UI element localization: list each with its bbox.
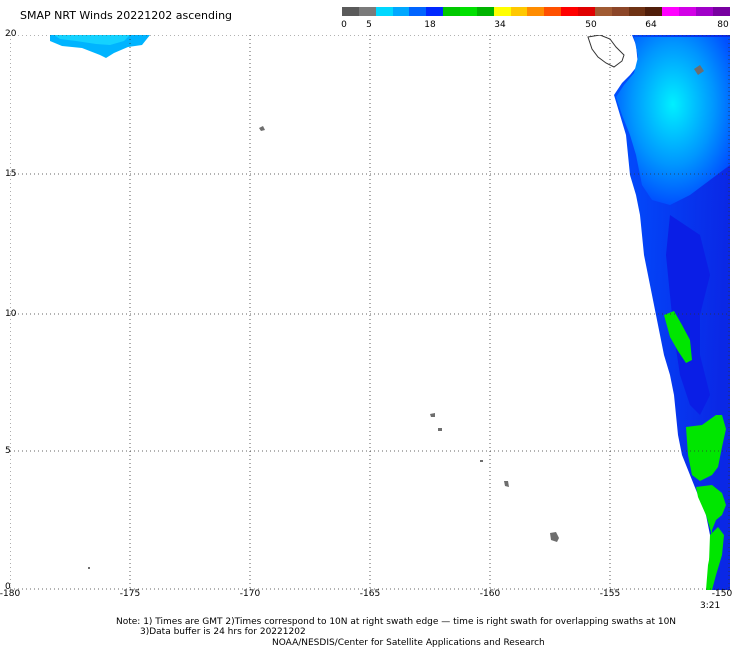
island-1 (259, 126, 265, 131)
graticule (10, 35, 730, 590)
colorbar-segment (645, 7, 663, 16)
wind-speed-colorbar (342, 7, 730, 16)
lat-label-5: 5 (5, 446, 11, 456)
colorbar-tick-80: 80 (717, 20, 729, 30)
map-title: SMAP NRT Winds 20221202 ascending (20, 9, 233, 22)
note-line-3: NOAA/NESDIS/Center for Satellite Applica… (272, 638, 545, 648)
colorbar-tick-34: 34 (494, 20, 506, 30)
colorbar-segment (392, 7, 410, 16)
colorbar-segment (628, 7, 646, 16)
lon-label-165: -165 (359, 589, 381, 599)
swath-time: 3:21 (700, 601, 721, 611)
wind-green-patch-2 (686, 415, 726, 481)
lon-label-180: -180 (0, 589, 21, 599)
lon-label-175: -175 (119, 589, 141, 599)
lon-label-155: -155 (599, 589, 621, 599)
colorbar-segment (493, 7, 511, 16)
colorbar-tick-5: 5 (366, 20, 372, 30)
colorbar-segment (679, 7, 697, 16)
colorbar-segment (358, 7, 376, 16)
note-line-1: Note: 1) Times are GMT 2)Times correspon… (116, 617, 677, 627)
wind-swath-east-dark-band (666, 215, 710, 415)
lon-label-170: -170 (239, 589, 261, 599)
colorbar-segment (426, 7, 444, 16)
colorbar-tick-18: 18 (424, 20, 436, 30)
wind-swath-east-cyan (616, 37, 730, 205)
colorbar-tick-0: 0 (341, 20, 347, 30)
colorbar-segment (578, 7, 595, 16)
colorbar-tick-64: 64 (645, 20, 657, 30)
colorbar-segment (476, 7, 494, 16)
island-3 (438, 428, 442, 431)
colorbar-segment (611, 7, 629, 16)
island-2 (430, 413, 435, 417)
colorbar-segment (594, 7, 612, 16)
island-6 (550, 532, 559, 542)
island-4 (480, 460, 483, 462)
colorbar-segment (544, 7, 562, 16)
wind-green-patch-1 (664, 311, 692, 363)
colorbar-tick-50: 50 (585, 20, 597, 30)
lat-label-0: 0 (5, 582, 11, 592)
colorbar-segment (409, 7, 427, 16)
wind-green-patch-4 (708, 527, 724, 590)
lon-label-150: -150 (711, 589, 733, 599)
lat-label-10: 10 (5, 309, 17, 319)
colorbar-segment (375, 7, 393, 16)
lat-label-15: 15 (5, 169, 17, 179)
colorbar-segment (712, 7, 730, 16)
lon-label-160: -160 (479, 589, 501, 599)
note-line-2: 3)Data buffer is 24 hrs for 20221202 (140, 627, 306, 637)
colorbar-segment (510, 7, 528, 16)
colorbar-segment (662, 7, 680, 16)
island-5 (504, 481, 509, 487)
land-dot-1 (694, 65, 704, 75)
colorbar-segment (460, 7, 477, 16)
wind-swath-northwest-light (54, 35, 130, 45)
wind-map (10, 35, 730, 590)
wind-green-patch-3 (696, 485, 726, 590)
colorbar-segment (696, 7, 713, 16)
colorbar-segment (527, 7, 545, 16)
colorbar-segment (342, 7, 359, 16)
lat-label-20: 20 (5, 29, 17, 39)
colorbar-segment (443, 7, 461, 16)
colorbar-segment (561, 7, 579, 16)
island-7 (88, 567, 90, 569)
hawaii-island-outline (587, 35, 625, 68)
